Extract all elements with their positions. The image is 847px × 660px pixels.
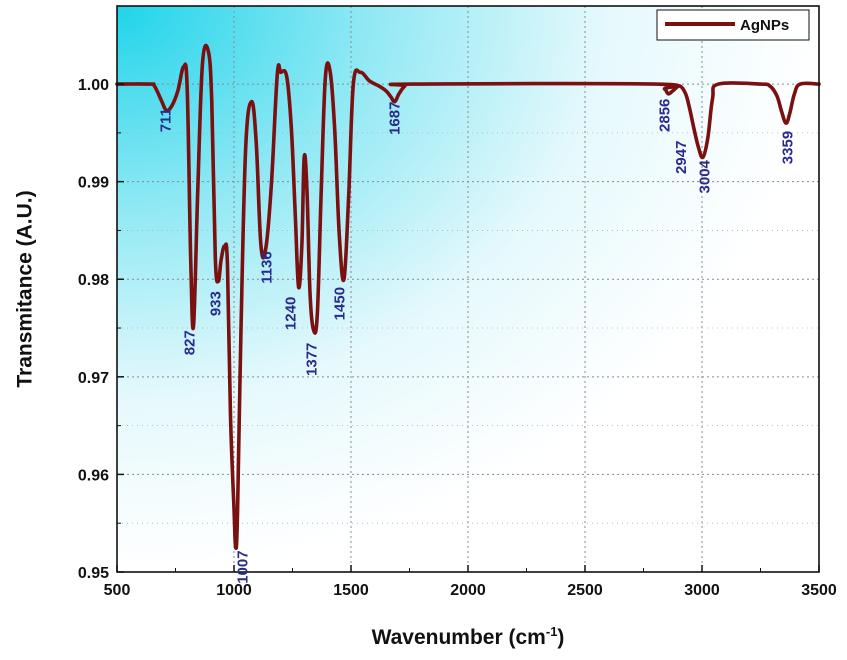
peak-label: 2856 (657, 99, 674, 132)
x-axis-unit-superscript: -1 (546, 624, 558, 639)
x-tick-label: 2000 (450, 582, 486, 599)
peak-label: 3004 (696, 159, 713, 193)
peak-label: 2947 (673, 141, 690, 174)
legend-label: AgNPs (740, 17, 789, 34)
x-tick-label: 1000 (216, 582, 252, 599)
y-tick-label: 0.95 (78, 565, 109, 582)
series-group (115, 43, 821, 550)
x-axis-ticks: 500 1000 1500 2000 2500 3000 3500 (104, 565, 837, 599)
peak-label: 711 (157, 108, 174, 132)
x-tick-label: 500 (104, 582, 131, 599)
x-axis-title: Wavenumber (cm-1) (372, 624, 565, 649)
x-tick-label: 2500 (567, 582, 603, 599)
peak-label: 1450 (331, 287, 348, 320)
legend: AgNPs (656, 9, 810, 41)
peak-label: 1007 (234, 550, 251, 583)
peak-label: 1687 (386, 102, 403, 135)
peak-label: 1240 (282, 297, 299, 330)
y-tick-label: 0.98 (78, 272, 109, 289)
peak-label: 3359 (780, 131, 797, 164)
x-tick-label: 3500 (801, 582, 837, 599)
y-tick-label: 0.99 (78, 175, 109, 192)
y-tick-label: 1.00 (78, 77, 109, 94)
series-line-agnps (115, 43, 821, 550)
peak-label: 933 (207, 291, 224, 316)
peak-label: 1136 (258, 251, 275, 284)
y-tick-label: 0.96 (78, 467, 109, 484)
x-tick-label: 1500 (333, 582, 369, 599)
y-axis-title: Transmitance (A.U.) (14, 190, 37, 387)
peak-label: 827 (182, 330, 199, 355)
x-axis-unit: (cm (509, 626, 546, 649)
x-axis-title-text: Wavenumber (372, 626, 503, 649)
x-axis-unit-close: ) (557, 626, 564, 649)
y-axis-ticks: 0.95 0.96 0.97 0.98 0.99 1.00 (78, 77, 124, 582)
y-tick-label: 0.97 (78, 370, 109, 387)
peak-label: 1377 (303, 343, 320, 376)
x-tick-label: 3000 (684, 582, 720, 599)
